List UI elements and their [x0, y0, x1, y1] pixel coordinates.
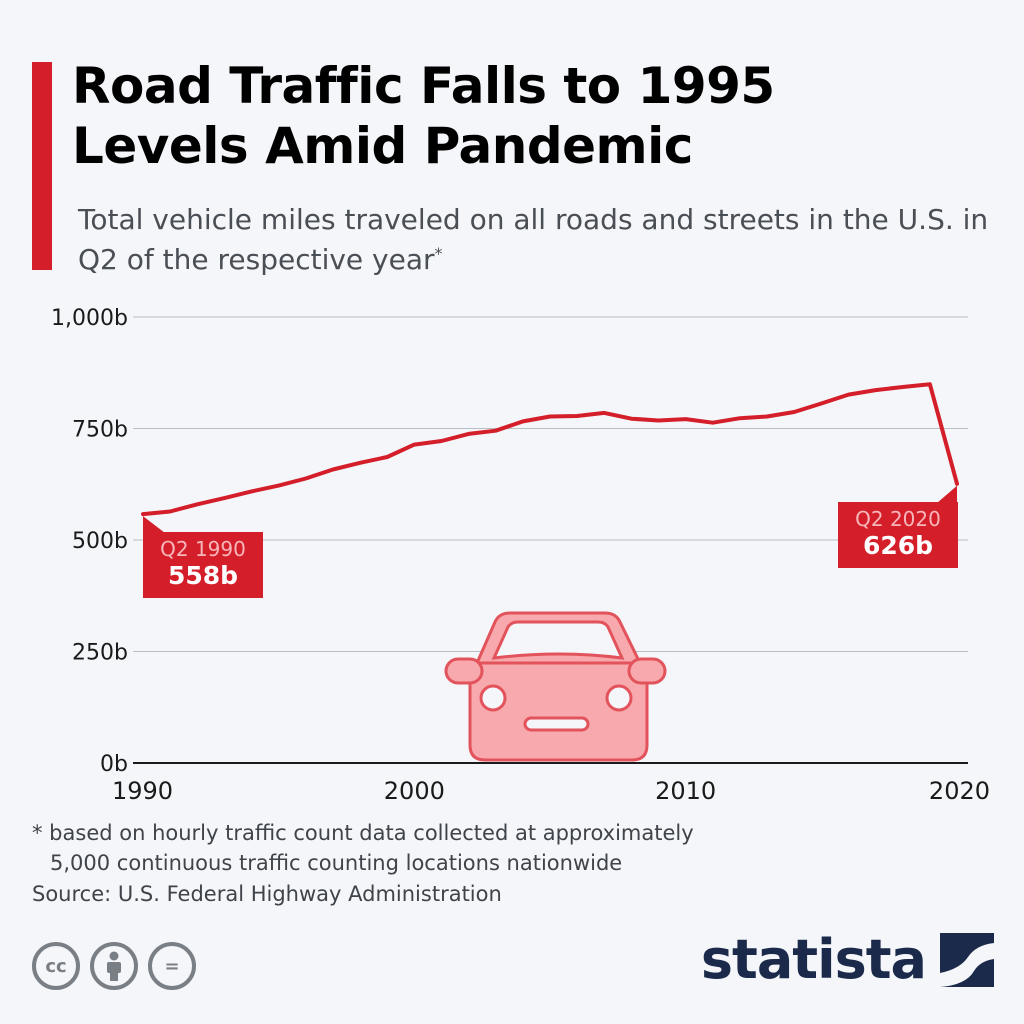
- callout-label: Q2 1990: [160, 537, 246, 561]
- callout-value: 558b: [168, 561, 238, 590]
- footnote-line-2: 5,000 continuous traffic counting locati…: [50, 851, 623, 875]
- callout-box: [838, 502, 958, 568]
- brand-name: statista: [700, 928, 927, 991]
- cc-icon[interactable]: cc: [32, 942, 80, 990]
- subtitle-footnote-mark: *: [434, 244, 443, 263]
- footnote-line-1: * based on hourly traffic count data col…: [32, 821, 694, 845]
- y-tick-label: 750b: [72, 418, 128, 443]
- chart-title-line-1: Road Traffic Falls to 1995: [72, 57, 775, 115]
- car-illustration-icon: [444, 611, 667, 762]
- footnote: * based on hourly traffic count data col…: [32, 818, 992, 878]
- car-windshield: [491, 620, 625, 660]
- callout-value: 626b: [863, 531, 933, 560]
- y-tick-label: 1,000b: [51, 306, 128, 331]
- x-tick-label: 2020: [929, 777, 990, 805]
- y-tick-label: 250b: [72, 641, 128, 666]
- x-tick-label: 1990: [112, 777, 173, 805]
- x-tick-label: 2000: [384, 777, 445, 805]
- car-left-headlight: [479, 684, 507, 712]
- source-note: Source: U.S. Federal Highway Administrat…: [32, 882, 502, 906]
- series-line: [141, 382, 959, 517]
- car-grille: [523, 716, 590, 732]
- statista-logo[interactable]: statista: [701, 928, 994, 991]
- attribution-icon[interactable]: [90, 942, 138, 990]
- car-left-mirror: [444, 657, 484, 685]
- car-right-headlight: [605, 684, 633, 712]
- license-icons: cc =: [32, 942, 196, 990]
- no-derivatives-icon[interactable]: =: [148, 942, 196, 990]
- chart-title: Road Traffic Falls to 1995 Levels Amid P…: [72, 56, 992, 176]
- callout-label: Q2 2020: [855, 507, 941, 531]
- x-tick-label: 2010: [655, 777, 716, 805]
- chart-subtitle-text: Total vehicle miles traveled on all road…: [78, 203, 989, 276]
- y-tick-label: 0b: [100, 752, 128, 777]
- person-icon: [107, 951, 121, 981]
- chart-subtitle: Total vehicle miles traveled on all road…: [78, 200, 1008, 280]
- chart-title-line-2: Levels Amid Pandemic: [72, 117, 693, 175]
- cc-icon-glyph: cc: [45, 955, 67, 977]
- y-tick-label: 500b: [72, 529, 128, 554]
- statista-logo-icon: [940, 932, 994, 987]
- no-derivatives-glyph: =: [164, 955, 180, 977]
- car-right-mirror: [627, 657, 667, 685]
- callout-box: [143, 532, 263, 598]
- callout-pointer: [937, 485, 957, 503]
- callout-pointer: [143, 516, 165, 533]
- title-accent-bar: [32, 62, 52, 270]
